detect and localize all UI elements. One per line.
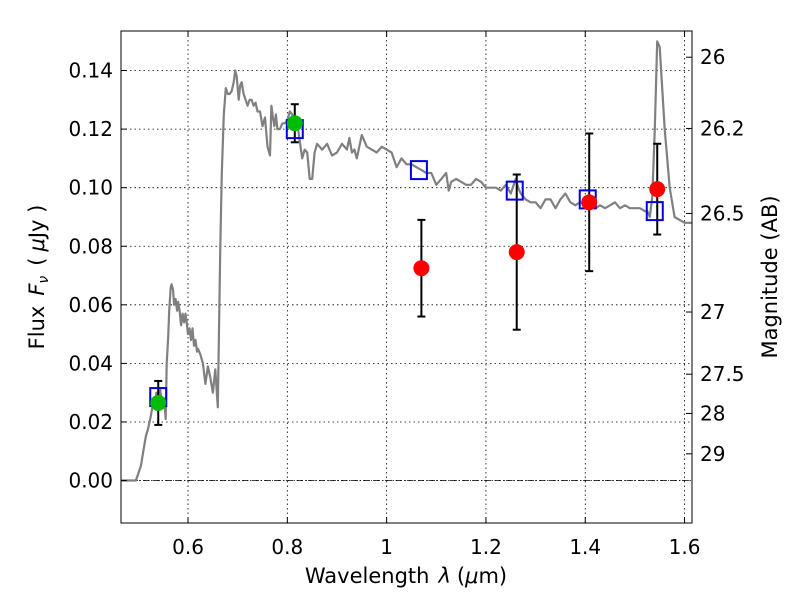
- y-axis-unit-open: (: [25, 258, 49, 266]
- y-axis-f: F: [25, 283, 49, 296]
- x-axis-lambda: λ: [437, 564, 450, 588]
- y2-tick-label: 26: [700, 45, 725, 69]
- red-data-point: [581, 194, 598, 211]
- x-tick-label: 1.2: [470, 535, 502, 559]
- red-data-point: [508, 244, 525, 261]
- x-tick-label: 1: [380, 535, 393, 559]
- x-tick-label: 1.6: [669, 535, 701, 559]
- y2-tick-label: 29: [700, 442, 725, 466]
- y-tick-label: 0.06: [68, 293, 113, 317]
- x-axis-label: Wavelength: [305, 564, 430, 588]
- x-tick-label: 0.8: [271, 535, 303, 559]
- x-axis-title: Wavelength λ (μm): [305, 564, 507, 588]
- y2-axis-title: Magnitude (AB): [758, 195, 782, 358]
- grid-lines: [121, 31, 692, 523]
- y-tick-label: 0.00: [68, 469, 113, 493]
- y-axis-label: Flux: [25, 306, 49, 350]
- model-photometry-box: [505, 180, 524, 201]
- y-tick-labels: 0.00 0.02 0.04 0.06 0.08 0.10 0.12 0.14: [68, 59, 113, 493]
- y-axis-title: Flux Fν ( μJy ): [25, 205, 52, 350]
- y-tick-label: 0.10: [68, 176, 113, 200]
- y-tick-label: 0.08: [68, 234, 113, 258]
- y-axis-unit-rest: Jy ): [25, 205, 49, 241]
- model-photometry-box: [409, 160, 428, 181]
- y2-tick-label: 28: [700, 401, 725, 425]
- x-axis-unit-rest: m): [478, 564, 507, 588]
- y2-tick-label: 26.2: [700, 116, 745, 140]
- error-bars-layer: [154, 103, 662, 426]
- y-tick-label: 0.02: [68, 410, 113, 434]
- y2-tick-labels: 26 26.2 26.5 27 27.5 28 29: [700, 45, 745, 466]
- x-tick-labels: 0.6 0.8 1 1.2 1.4 1.6: [172, 535, 700, 559]
- observed-points-layer: [150, 115, 666, 411]
- tick-marks: [121, 31, 692, 523]
- y-tick-label: 0.04: [68, 351, 113, 375]
- red-data-point: [413, 260, 430, 277]
- model-spectrum-line: [121, 40, 692, 482]
- green-data-point: [150, 394, 167, 411]
- y2-tick-label: 27.5: [700, 362, 745, 386]
- y-axis-nu: ν: [36, 276, 52, 284]
- y-tick-label: 0.12: [68, 117, 113, 141]
- red-data-point: [649, 181, 666, 198]
- model-spectrum-layer: [121, 40, 692, 482]
- x-axis-unit-open: (: [457, 564, 465, 588]
- y2-tick-label: 26.5: [700, 201, 745, 225]
- x-tick-label: 0.6: [172, 535, 204, 559]
- y2-tick-label: 27: [700, 300, 725, 324]
- green-data-point: [286, 115, 303, 132]
- x-axis-unit-mu: μ: [464, 564, 478, 588]
- x-tick-label: 1.4: [569, 535, 601, 559]
- y-tick-label: 0.14: [68, 59, 113, 83]
- plot-frame: [120, 30, 693, 524]
- model-photometry-box: [645, 201, 664, 222]
- y-axis-unit-mu: μ: [25, 238, 49, 252]
